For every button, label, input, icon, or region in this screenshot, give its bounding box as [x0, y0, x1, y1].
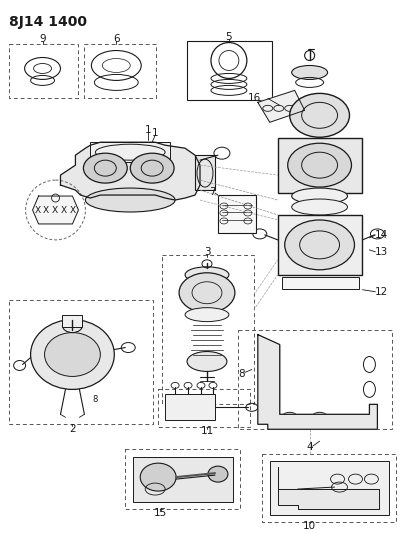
Bar [278, 138, 362, 193]
Text: X: X [43, 206, 49, 215]
Text: 2: 2 [69, 424, 76, 434]
Text: 4: 4 [306, 442, 313, 452]
Ellipse shape [208, 466, 228, 482]
Bar [262, 454, 396, 522]
Bar [165, 394, 215, 421]
Ellipse shape [31, 320, 114, 390]
Ellipse shape [140, 463, 176, 491]
Polygon shape [258, 91, 305, 122]
Text: 1: 1 [152, 128, 158, 138]
Bar [84, 44, 156, 99]
Ellipse shape [290, 93, 350, 137]
Bar [195, 155, 215, 190]
Polygon shape [278, 467, 379, 509]
Bar [9, 44, 79, 99]
Text: 6: 6 [113, 34, 119, 44]
Text: 7: 7 [209, 187, 215, 197]
Text: 16: 16 [248, 93, 262, 103]
Ellipse shape [130, 153, 174, 183]
Text: 8: 8 [93, 395, 98, 404]
Bar [162, 255, 254, 405]
Bar [158, 390, 250, 427]
Text: 12: 12 [375, 287, 388, 297]
Ellipse shape [179, 273, 235, 313]
Bar [125, 449, 240, 509]
Text: 8: 8 [239, 369, 245, 379]
Bar [187, 41, 272, 100]
Ellipse shape [292, 66, 328, 79]
Polygon shape [258, 335, 377, 429]
Text: 15: 15 [153, 508, 167, 518]
Bar [133, 457, 233, 502]
Bar [218, 195, 256, 233]
Ellipse shape [285, 220, 354, 270]
Text: X: X [61, 206, 67, 215]
Text: 1: 1 [145, 125, 151, 135]
Bar [278, 215, 362, 275]
Text: 9: 9 [39, 34, 46, 44]
Text: 3: 3 [204, 247, 210, 257]
Text: 5: 5 [226, 31, 232, 42]
Ellipse shape [83, 153, 127, 183]
Polygon shape [60, 142, 200, 200]
Bar [62, 314, 82, 327]
Text: X: X [34, 206, 41, 215]
Text: 11: 11 [200, 426, 213, 437]
Bar [90, 142, 170, 162]
Text: 8J14 1400: 8J14 1400 [9, 14, 87, 29]
Ellipse shape [185, 308, 229, 321]
Ellipse shape [185, 267, 229, 282]
Text: X: X [52, 206, 58, 215]
Ellipse shape [292, 199, 347, 215]
Text: 10: 10 [303, 521, 316, 531]
Ellipse shape [85, 188, 175, 212]
Ellipse shape [288, 143, 352, 187]
Polygon shape [32, 196, 79, 224]
Ellipse shape [187, 352, 227, 372]
Bar [9, 300, 153, 424]
Bar [238, 329, 392, 429]
Ellipse shape [292, 188, 347, 204]
Text: X: X [69, 206, 75, 215]
Bar [270, 461, 389, 515]
Text: 13: 13 [375, 247, 388, 257]
Ellipse shape [45, 333, 100, 376]
Bar [282, 277, 360, 289]
Text: 14: 14 [375, 230, 388, 240]
